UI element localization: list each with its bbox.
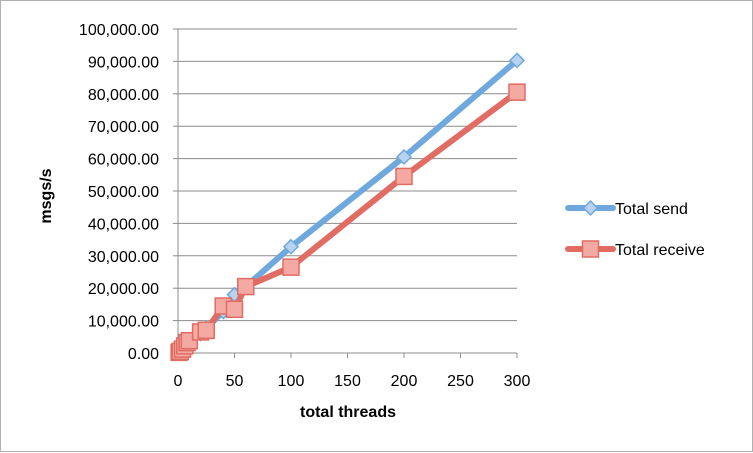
y-tick-label: 70,000.00: [88, 119, 159, 136]
x-tick-label: 150: [334, 373, 361, 390]
y-tick-label: 30,000.00: [88, 249, 159, 266]
y-tick-label: 90,000.00: [88, 54, 159, 71]
y-tick-label: 80,000.00: [88, 87, 159, 104]
y-tick-label: 10,000.00: [88, 314, 159, 331]
y-tick-label: 100,000.00: [79, 22, 159, 39]
x-tick-label: 200: [391, 373, 418, 390]
y-tick-label: 0.00: [128, 346, 159, 363]
y-tick-label: 60,000.00: [88, 152, 159, 169]
series-total-receive: [170, 83, 526, 362]
legend-label: Total receive: [615, 242, 705, 259]
grid-lines: [178, 28, 517, 322]
axes: [173, 28, 518, 358]
data-point: [225, 300, 244, 319]
legend-marker: [581, 240, 600, 258]
x-tick-label: 250: [447, 373, 474, 390]
tick-labels: 0.00 10,000.00 20,000.00 30,000.00 40,000.00…: [79, 22, 531, 390]
legend-marker: [582, 199, 599, 217]
x-tick-label: 50: [226, 373, 244, 390]
y-axis-title: msgs/s: [38, 168, 55, 223]
legend: Total send Total receive: [565, 199, 705, 259]
y-tick-label: 50,000.00: [88, 184, 159, 201]
legend-item: Total receive: [565, 240, 705, 259]
data-point: [508, 52, 526, 69]
data-point: [237, 277, 255, 296]
y-tick-label: 20,000.00: [88, 281, 159, 298]
x-tick-label: 300: [504, 373, 531, 390]
legend-label: Total send: [615, 201, 688, 218]
series-layer: [170, 52, 526, 362]
data-point: [282, 258, 300, 276]
x-axis-title: total threads: [300, 404, 396, 421]
data-point: [395, 167, 413, 186]
x-tick-label: 100: [278, 373, 305, 390]
y-tick-label: 40,000.00: [88, 216, 159, 233]
data-point: [395, 148, 413, 166]
data-point: [282, 238, 300, 255]
data-point: [508, 83, 526, 101]
legend-item: Total send: [565, 199, 688, 218]
x-tick-label: 0: [174, 373, 183, 390]
data-point: [197, 321, 215, 340]
